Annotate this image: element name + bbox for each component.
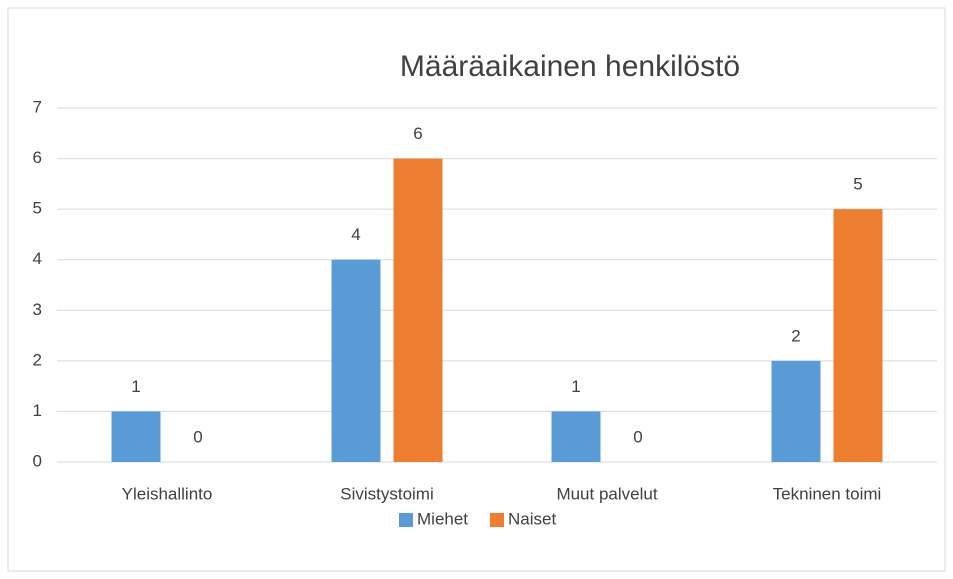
y-tick-label: 0 bbox=[33, 451, 42, 470]
chart-border bbox=[7, 7, 946, 572]
bar bbox=[393, 158, 443, 463]
y-tick-label: 1 bbox=[33, 401, 42, 420]
data-label: 1 bbox=[571, 377, 580, 396]
chart-title: Määräaikainen henkilöstö bbox=[400, 50, 740, 83]
legend-swatch bbox=[490, 513, 504, 527]
data-label: 2 bbox=[791, 326, 800, 345]
y-tick-label: 2 bbox=[33, 350, 42, 369]
bar bbox=[771, 360, 821, 462]
y-tick-label: 6 bbox=[33, 148, 42, 167]
bar bbox=[833, 209, 883, 462]
data-label: 4 bbox=[351, 225, 360, 244]
data-label: 6 bbox=[413, 124, 422, 143]
bar bbox=[111, 411, 161, 462]
data-label: 1 bbox=[131, 377, 140, 396]
data-label: 5 bbox=[853, 175, 862, 194]
data-label: 0 bbox=[633, 427, 642, 446]
legend-label: Miehet bbox=[417, 509, 468, 528]
x-tick-label: Tekninen toimi bbox=[773, 484, 882, 503]
y-tick-label: 4 bbox=[33, 249, 42, 268]
x-tick-label: Sivistystoimi bbox=[340, 484, 434, 503]
y-tick-label: 3 bbox=[33, 300, 42, 319]
bar bbox=[551, 411, 601, 462]
x-tick-label: Muut palvelut bbox=[556, 484, 657, 503]
x-tick-label: Yleishallinto bbox=[122, 484, 213, 503]
legend-label: Naiset bbox=[508, 509, 556, 528]
bar bbox=[331, 259, 381, 462]
y-tick-label: 5 bbox=[33, 199, 42, 218]
y-tick-label: 7 bbox=[33, 97, 42, 116]
legend-swatch bbox=[399, 513, 413, 527]
data-label: 0 bbox=[193, 427, 202, 446]
